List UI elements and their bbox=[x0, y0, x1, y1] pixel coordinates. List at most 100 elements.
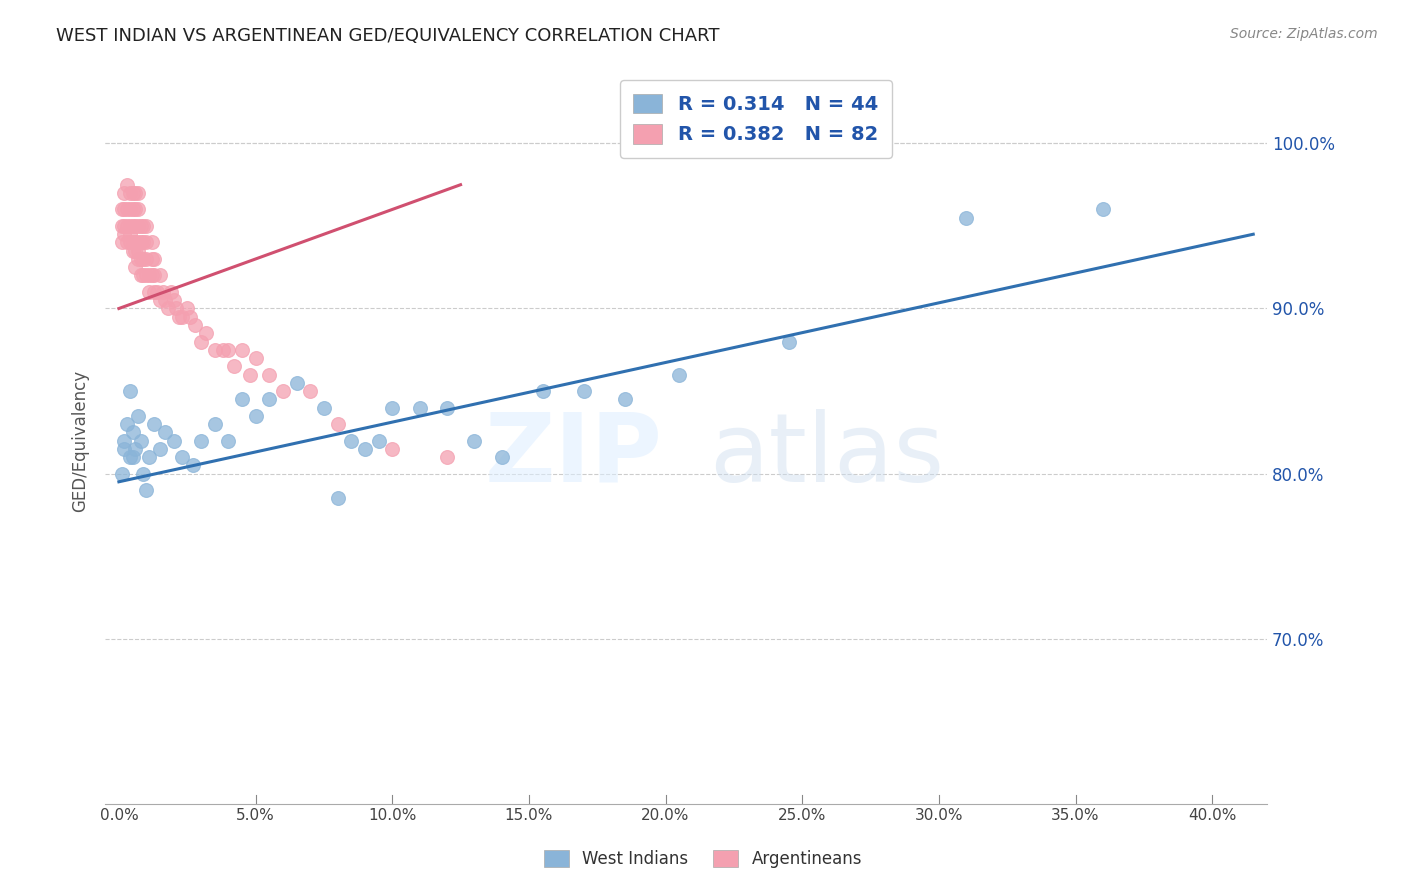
Point bbox=[257, 368, 280, 382]
Point bbox=[176, 301, 198, 316]
Point bbox=[170, 310, 193, 324]
Legend: R = 0.314   N = 44, R = 0.382   N = 82: R = 0.314 N = 44, R = 0.382 N = 82 bbox=[620, 80, 891, 158]
Text: Source: ZipAtlas.com: Source: ZipAtlas.com bbox=[1230, 27, 1378, 41]
Point bbox=[285, 376, 308, 390]
Point bbox=[135, 235, 157, 250]
Point bbox=[124, 202, 146, 217]
Point bbox=[245, 409, 267, 423]
Point bbox=[121, 235, 143, 250]
Point bbox=[127, 186, 149, 200]
Point bbox=[124, 442, 146, 456]
Point bbox=[955, 211, 977, 225]
Point bbox=[141, 268, 163, 283]
Point bbox=[143, 252, 166, 266]
Point bbox=[613, 392, 636, 407]
Point bbox=[155, 425, 177, 440]
Point bbox=[354, 442, 377, 456]
Point bbox=[149, 293, 172, 308]
Point bbox=[778, 334, 800, 349]
Point bbox=[159, 285, 181, 299]
Point bbox=[110, 219, 132, 233]
Point bbox=[165, 301, 187, 316]
Point bbox=[121, 244, 143, 258]
Text: ZIP: ZIP bbox=[485, 409, 662, 501]
Text: WEST INDIAN VS ARGENTINEAN GED/EQUIVALENCY CORRELATION CHART: WEST INDIAN VS ARGENTINEAN GED/EQUIVALEN… bbox=[56, 27, 720, 45]
Point bbox=[129, 252, 152, 266]
Point bbox=[181, 458, 204, 473]
Point bbox=[129, 434, 152, 448]
Point bbox=[135, 483, 157, 497]
Point bbox=[436, 450, 458, 464]
Point bbox=[572, 384, 595, 398]
Point bbox=[204, 343, 226, 357]
Point bbox=[112, 202, 135, 217]
Point bbox=[127, 252, 149, 266]
Point bbox=[121, 219, 143, 233]
Point bbox=[155, 293, 177, 308]
Point bbox=[115, 417, 138, 431]
Point bbox=[141, 235, 163, 250]
Point bbox=[149, 268, 172, 283]
Point bbox=[367, 434, 389, 448]
Point bbox=[112, 219, 135, 233]
Point bbox=[129, 268, 152, 283]
Point bbox=[115, 219, 138, 233]
Point bbox=[112, 186, 135, 200]
Point bbox=[381, 401, 404, 415]
Point bbox=[340, 434, 363, 448]
Point bbox=[668, 368, 690, 382]
Point bbox=[463, 434, 485, 448]
Point bbox=[135, 219, 157, 233]
Point bbox=[211, 343, 233, 357]
Point bbox=[138, 450, 160, 464]
Point bbox=[118, 450, 141, 464]
Point bbox=[381, 442, 404, 456]
Point bbox=[326, 491, 349, 506]
Point bbox=[110, 467, 132, 481]
Point bbox=[245, 351, 267, 365]
Point bbox=[127, 219, 149, 233]
Point bbox=[1091, 202, 1114, 217]
Point bbox=[195, 326, 218, 341]
Point bbox=[124, 219, 146, 233]
Point bbox=[190, 334, 212, 349]
Point bbox=[135, 252, 157, 266]
Point bbox=[217, 343, 239, 357]
Point bbox=[118, 202, 141, 217]
Point bbox=[170, 450, 193, 464]
Point bbox=[138, 268, 160, 283]
Point bbox=[124, 235, 146, 250]
Point bbox=[132, 235, 155, 250]
Point bbox=[222, 359, 245, 374]
Y-axis label: GED/Equivalency: GED/Equivalency bbox=[72, 369, 89, 512]
Point bbox=[143, 285, 166, 299]
Point bbox=[184, 318, 207, 332]
Point bbox=[121, 425, 143, 440]
Point bbox=[129, 219, 152, 233]
Point bbox=[110, 202, 132, 217]
Point bbox=[299, 384, 322, 398]
Point bbox=[141, 252, 163, 266]
Point bbox=[436, 401, 458, 415]
Point bbox=[138, 285, 160, 299]
Point bbox=[132, 252, 155, 266]
Point bbox=[121, 202, 143, 217]
Legend: West Indians, Argentineans: West Indians, Argentineans bbox=[537, 843, 869, 875]
Point bbox=[135, 268, 157, 283]
Point bbox=[124, 260, 146, 275]
Point bbox=[167, 310, 190, 324]
Point bbox=[531, 384, 554, 398]
Point bbox=[408, 401, 430, 415]
Point bbox=[162, 293, 184, 308]
Point bbox=[121, 186, 143, 200]
Point bbox=[118, 219, 141, 233]
Point bbox=[115, 202, 138, 217]
Point bbox=[112, 442, 135, 456]
Point bbox=[118, 384, 141, 398]
Point bbox=[129, 235, 152, 250]
Point bbox=[491, 450, 513, 464]
Point bbox=[239, 368, 262, 382]
Point bbox=[127, 235, 149, 250]
Point bbox=[326, 417, 349, 431]
Point bbox=[118, 186, 141, 200]
